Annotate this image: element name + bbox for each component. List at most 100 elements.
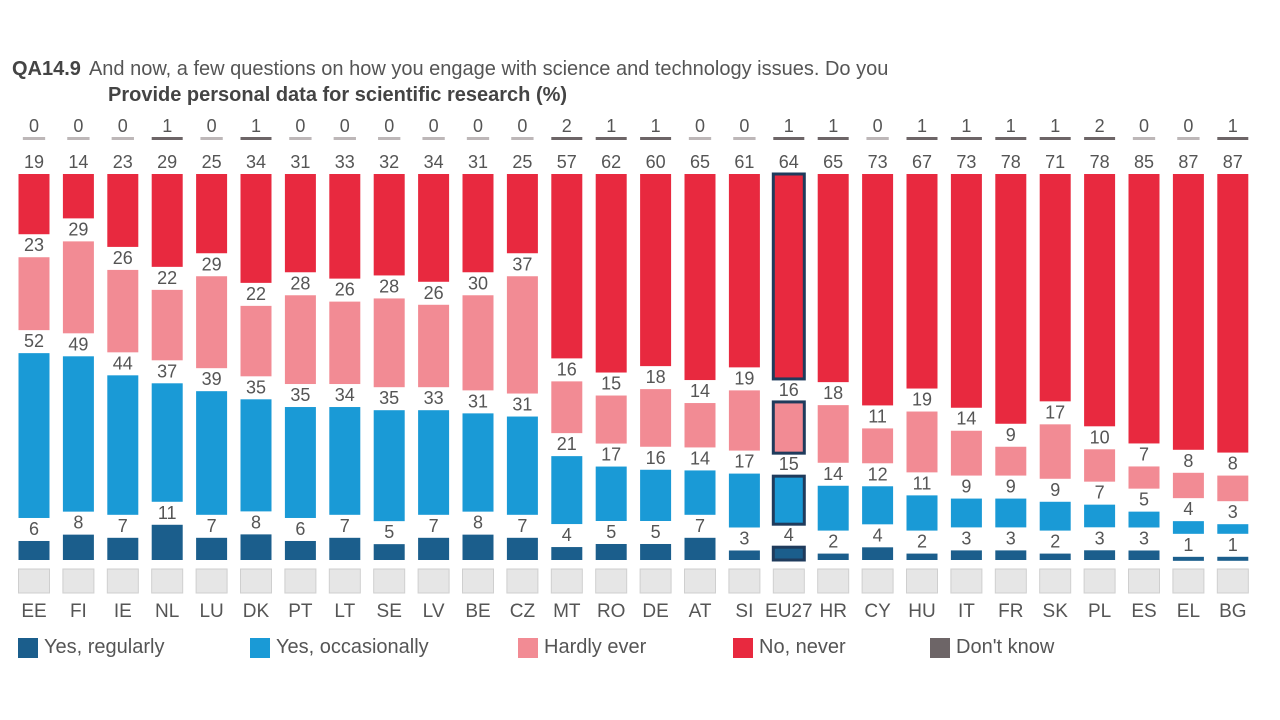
value-label-hardly-lt: 26 [335, 280, 355, 300]
bar-hardly-ee [18, 257, 50, 331]
category-label-lv: LV [423, 601, 445, 622]
value-label-occasionally-be: 31 [468, 391, 488, 411]
bar-never-fi [62, 174, 94, 219]
flag-icon-lt [328, 568, 361, 594]
bar-dontknow-si [733, 137, 756, 140]
value-label-hardly-se: 28 [379, 276, 399, 296]
value-label-occasionally-sk: 9 [1050, 480, 1060, 500]
flag-icon-at [684, 568, 716, 594]
flag-icon-lv [417, 568, 450, 594]
bar-occasionally-lt [329, 407, 361, 515]
bar-regularly-lt [329, 537, 361, 560]
bar-hardly-si [728, 390, 760, 451]
value-label-regularly-fr: 3 [1006, 528, 1016, 548]
category-label-eu27: EU27 [765, 601, 813, 622]
category-label-pl: PL [1088, 601, 1111, 622]
value-label-hardly-nl: 22 [157, 268, 177, 288]
category-label-fr: FR [998, 601, 1023, 622]
value-label-regularly-el: 1 [1183, 535, 1193, 555]
value-label-hardly-es: 7 [1139, 444, 1149, 464]
category-label-ro: RO [597, 601, 626, 622]
bar-hardly-at [684, 403, 716, 448]
bar-hardly-de [640, 389, 672, 447]
value-label-occasionally-fi: 49 [68, 334, 88, 354]
flag-icon-cz [506, 568, 539, 594]
value-label-occasionally-fr: 9 [1006, 477, 1016, 497]
bar-dontknow-pt [289, 137, 312, 140]
bar-hardly-pt [284, 295, 316, 385]
bar-hardly-es [1128, 466, 1160, 489]
category-label-se: SE [377, 601, 402, 622]
category-label-si: SI [735, 601, 753, 622]
bar-regularly-ie [107, 537, 139, 560]
bar-dontknow-hr [817, 137, 849, 140]
category-label-hr: HR [819, 601, 846, 622]
category-label-sk: SK [1043, 601, 1069, 622]
value-label-dontknow-hu: 1 [917, 116, 927, 136]
bar-occasionally-cy [862, 486, 894, 525]
bar-dontknow-cy [866, 137, 889, 140]
flag-icon-pt [284, 568, 317, 594]
value-label-never-dk: 34 [246, 152, 266, 172]
value-label-regularly-dk: 8 [251, 512, 261, 532]
bar-occasionally-pl [1084, 504, 1116, 528]
bar-occasionally-dk [240, 399, 272, 512]
value-label-hardly-ie: 26 [113, 248, 133, 268]
bar-never-it [950, 174, 982, 408]
bar-dontknow-pl [1084, 137, 1116, 140]
bar-regularly-fr [995, 550, 1027, 560]
bar-never-ro [595, 174, 627, 373]
flag-icon-nl [151, 568, 184, 594]
value-label-hardly-bg: 8 [1228, 454, 1238, 474]
bar-never-se [373, 174, 405, 276]
bar-regularly-lu [196, 537, 228, 560]
question-line: QA14.9 And now, a few questions on how yo… [12, 56, 1262, 82]
flag-icon-bg [1216, 568, 1249, 594]
value-label-hardly-ro: 15 [601, 374, 621, 394]
value-label-occasionally-ee: 52 [24, 331, 44, 351]
bar-hardly-fr [995, 446, 1027, 476]
flag-icon-fi [62, 568, 95, 594]
flag-icon-sk [1039, 568, 1072, 594]
flag-icon-ie [106, 568, 139, 594]
value-label-dontknow-mt: 2 [562, 116, 572, 136]
value-label-never-el: 87 [1178, 152, 1198, 172]
bar-dontknow-dk [240, 137, 272, 140]
value-label-never-eu27: 64 [779, 152, 799, 172]
bar-never-ie [107, 174, 139, 247]
value-label-occasionally-cy: 12 [868, 464, 888, 484]
value-label-never-bg: 87 [1223, 152, 1243, 172]
bar-dontknow-bg [1217, 137, 1249, 140]
legend-swatch-dontknow [930, 637, 950, 658]
bar-regularly-cz [506, 537, 538, 560]
bar-never-si [728, 174, 760, 368]
value-label-regularly-se: 5 [384, 522, 394, 542]
bar-occasionally-eu27 [771, 474, 806, 526]
bar-regularly-eu27 [771, 545, 806, 562]
value-label-occasionally-dk: 35 [246, 377, 266, 397]
bar-never-hu [906, 174, 938, 389]
value-label-dontknow-ee: 0 [29, 116, 39, 136]
value-label-dontknow-cy: 0 [873, 116, 883, 136]
bar-regularly-ee [18, 540, 50, 560]
bar-dontknow-cz [511, 137, 534, 140]
flag-icon-hu [906, 568, 938, 594]
value-label-regularly-cz: 7 [517, 516, 527, 536]
value-label-dontknow-at: 0 [695, 116, 705, 136]
bar-hardly-fi [62, 241, 94, 334]
bar-occasionally-lu [196, 391, 228, 515]
bar-occasionally-bg [1217, 524, 1249, 534]
bar-regularly-hu [906, 553, 938, 560]
bar-regularly-mt [551, 547, 583, 560]
bar-occasionally-si [728, 473, 760, 528]
bar-dontknow-ee [22, 137, 46, 140]
bar-dontknow-es [1132, 137, 1156, 140]
bar-never-cz [506, 174, 538, 254]
value-label-never-lt: 33 [335, 152, 355, 172]
flag-icon-hr [817, 568, 850, 594]
bar-never-cy [862, 174, 894, 406]
flag-icon-cy [861, 568, 894, 594]
value-label-hardly-cz: 37 [512, 254, 532, 274]
value-label-occasionally-de: 16 [646, 448, 666, 468]
bar-never-pl [1084, 174, 1116, 427]
